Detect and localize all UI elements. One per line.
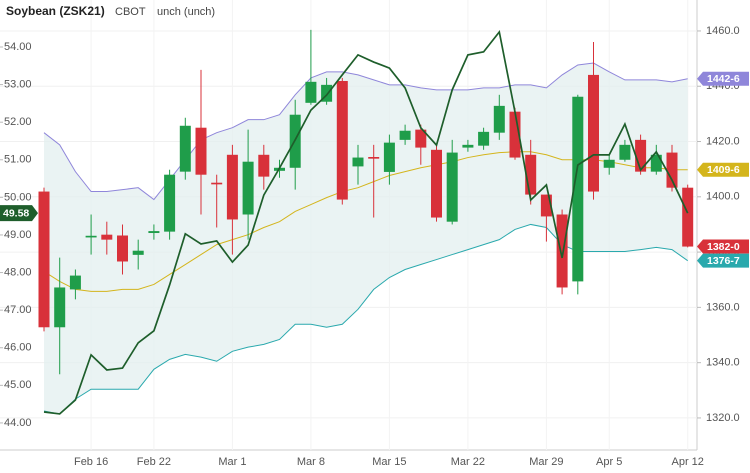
y2-tick-label: 1360.0 (706, 301, 740, 313)
y2-tick-label: 1320.0 (706, 412, 740, 424)
price-tag (697, 253, 749, 268)
candle-body (556, 214, 568, 288)
y-tick-label: 53.00 (4, 78, 32, 90)
candle-body (164, 174, 176, 232)
y-tick-label: 54.00 (4, 41, 32, 53)
y-tick-label: 48.00 (4, 266, 32, 278)
x-tick-label: Mar 1 (218, 456, 246, 468)
x-tick-label: Mar 22 (451, 456, 485, 468)
candle-body (462, 144, 474, 148)
y-tick-label: 47.00 (4, 304, 32, 316)
change: unch (unch) (157, 6, 215, 18)
candle-body (509, 111, 521, 158)
y2-tick-label: 1400.0 (706, 191, 740, 203)
price-tag-label: 1382-0 (707, 241, 740, 253)
candle-body (493, 105, 505, 133)
candle-body (431, 149, 442, 218)
x-tick-label: Apr 12 (671, 456, 703, 468)
candle-body (352, 157, 364, 167)
y-tick-label: 45.00 (4, 379, 32, 391)
candle-body (179, 125, 191, 172)
y2-tick-label: 1340.0 (706, 357, 740, 369)
x-tick-label: Mar 29 (529, 456, 563, 468)
y2-tick-label: 1460.0 (706, 25, 740, 37)
candle-body (415, 129, 427, 148)
line-tag-label: 49.58 (3, 207, 29, 219)
line-tag (0, 205, 38, 222)
candle-body (226, 154, 238, 220)
y-tick-label: 44.00 (4, 417, 32, 429)
candle-body (336, 80, 348, 200)
indicator-line (43, 29, 689, 415)
candle-body (148, 231, 160, 234)
x-tick-label: Mar 15 (372, 456, 406, 468)
y2-tick-label: 1420.0 (706, 135, 740, 147)
y-tick-label: 52.00 (4, 116, 32, 128)
candle-body (242, 161, 254, 215)
candle-body (478, 131, 490, 146)
band-line (43, 62, 688, 201)
candle-body (195, 127, 207, 175)
candle-body (321, 84, 333, 102)
x-tick-label: Mar 8 (297, 456, 325, 468)
x-tick-label: Feb 16 (74, 456, 108, 468)
candle-body (305, 81, 317, 103)
candle-body (666, 152, 678, 188)
price-tag-label: 1409-6 (707, 164, 740, 176)
candle-body (682, 187, 694, 247)
candle-body (38, 191, 50, 328)
candle-body (85, 235, 97, 238)
candle-body (211, 182, 223, 185)
candle-body (635, 139, 647, 172)
y-tick-label: 50.00 (4, 191, 32, 203)
price-tag-label: 1376-7 (707, 255, 740, 267)
candle-body (383, 142, 395, 172)
candle-body (54, 287, 66, 328)
candle-body (399, 130, 411, 140)
chart-title: Soybean (ZSK21) (6, 4, 105, 18)
x-tick-label: Feb 22 (137, 456, 171, 468)
candle-body (525, 154, 537, 195)
candle-body (101, 234, 113, 240)
candle-body (132, 250, 144, 255)
candle-body (69, 275, 81, 290)
candle-body (258, 154, 270, 177)
candle-body (117, 235, 128, 262)
candle-body (603, 159, 615, 168)
candle-body (619, 144, 631, 160)
y-tick-label: 51.00 (4, 154, 32, 166)
candle-body (572, 96, 584, 282)
price-tag (697, 71, 749, 86)
candle-body (540, 194, 552, 217)
candle-body (588, 74, 599, 192)
y-tick-label: 49.00 (4, 229, 32, 241)
price-tag (697, 162, 749, 177)
price-tag (697, 239, 749, 254)
y-tick-label: 46.00 (4, 342, 32, 354)
candle-body (446, 152, 458, 222)
x-tick-label: Apr 5 (596, 456, 622, 468)
exchange: CBOT (115, 6, 146, 18)
candle-body (650, 154, 662, 172)
candle-body (368, 157, 380, 159)
price-tag-label: 1442-6 (707, 73, 740, 85)
